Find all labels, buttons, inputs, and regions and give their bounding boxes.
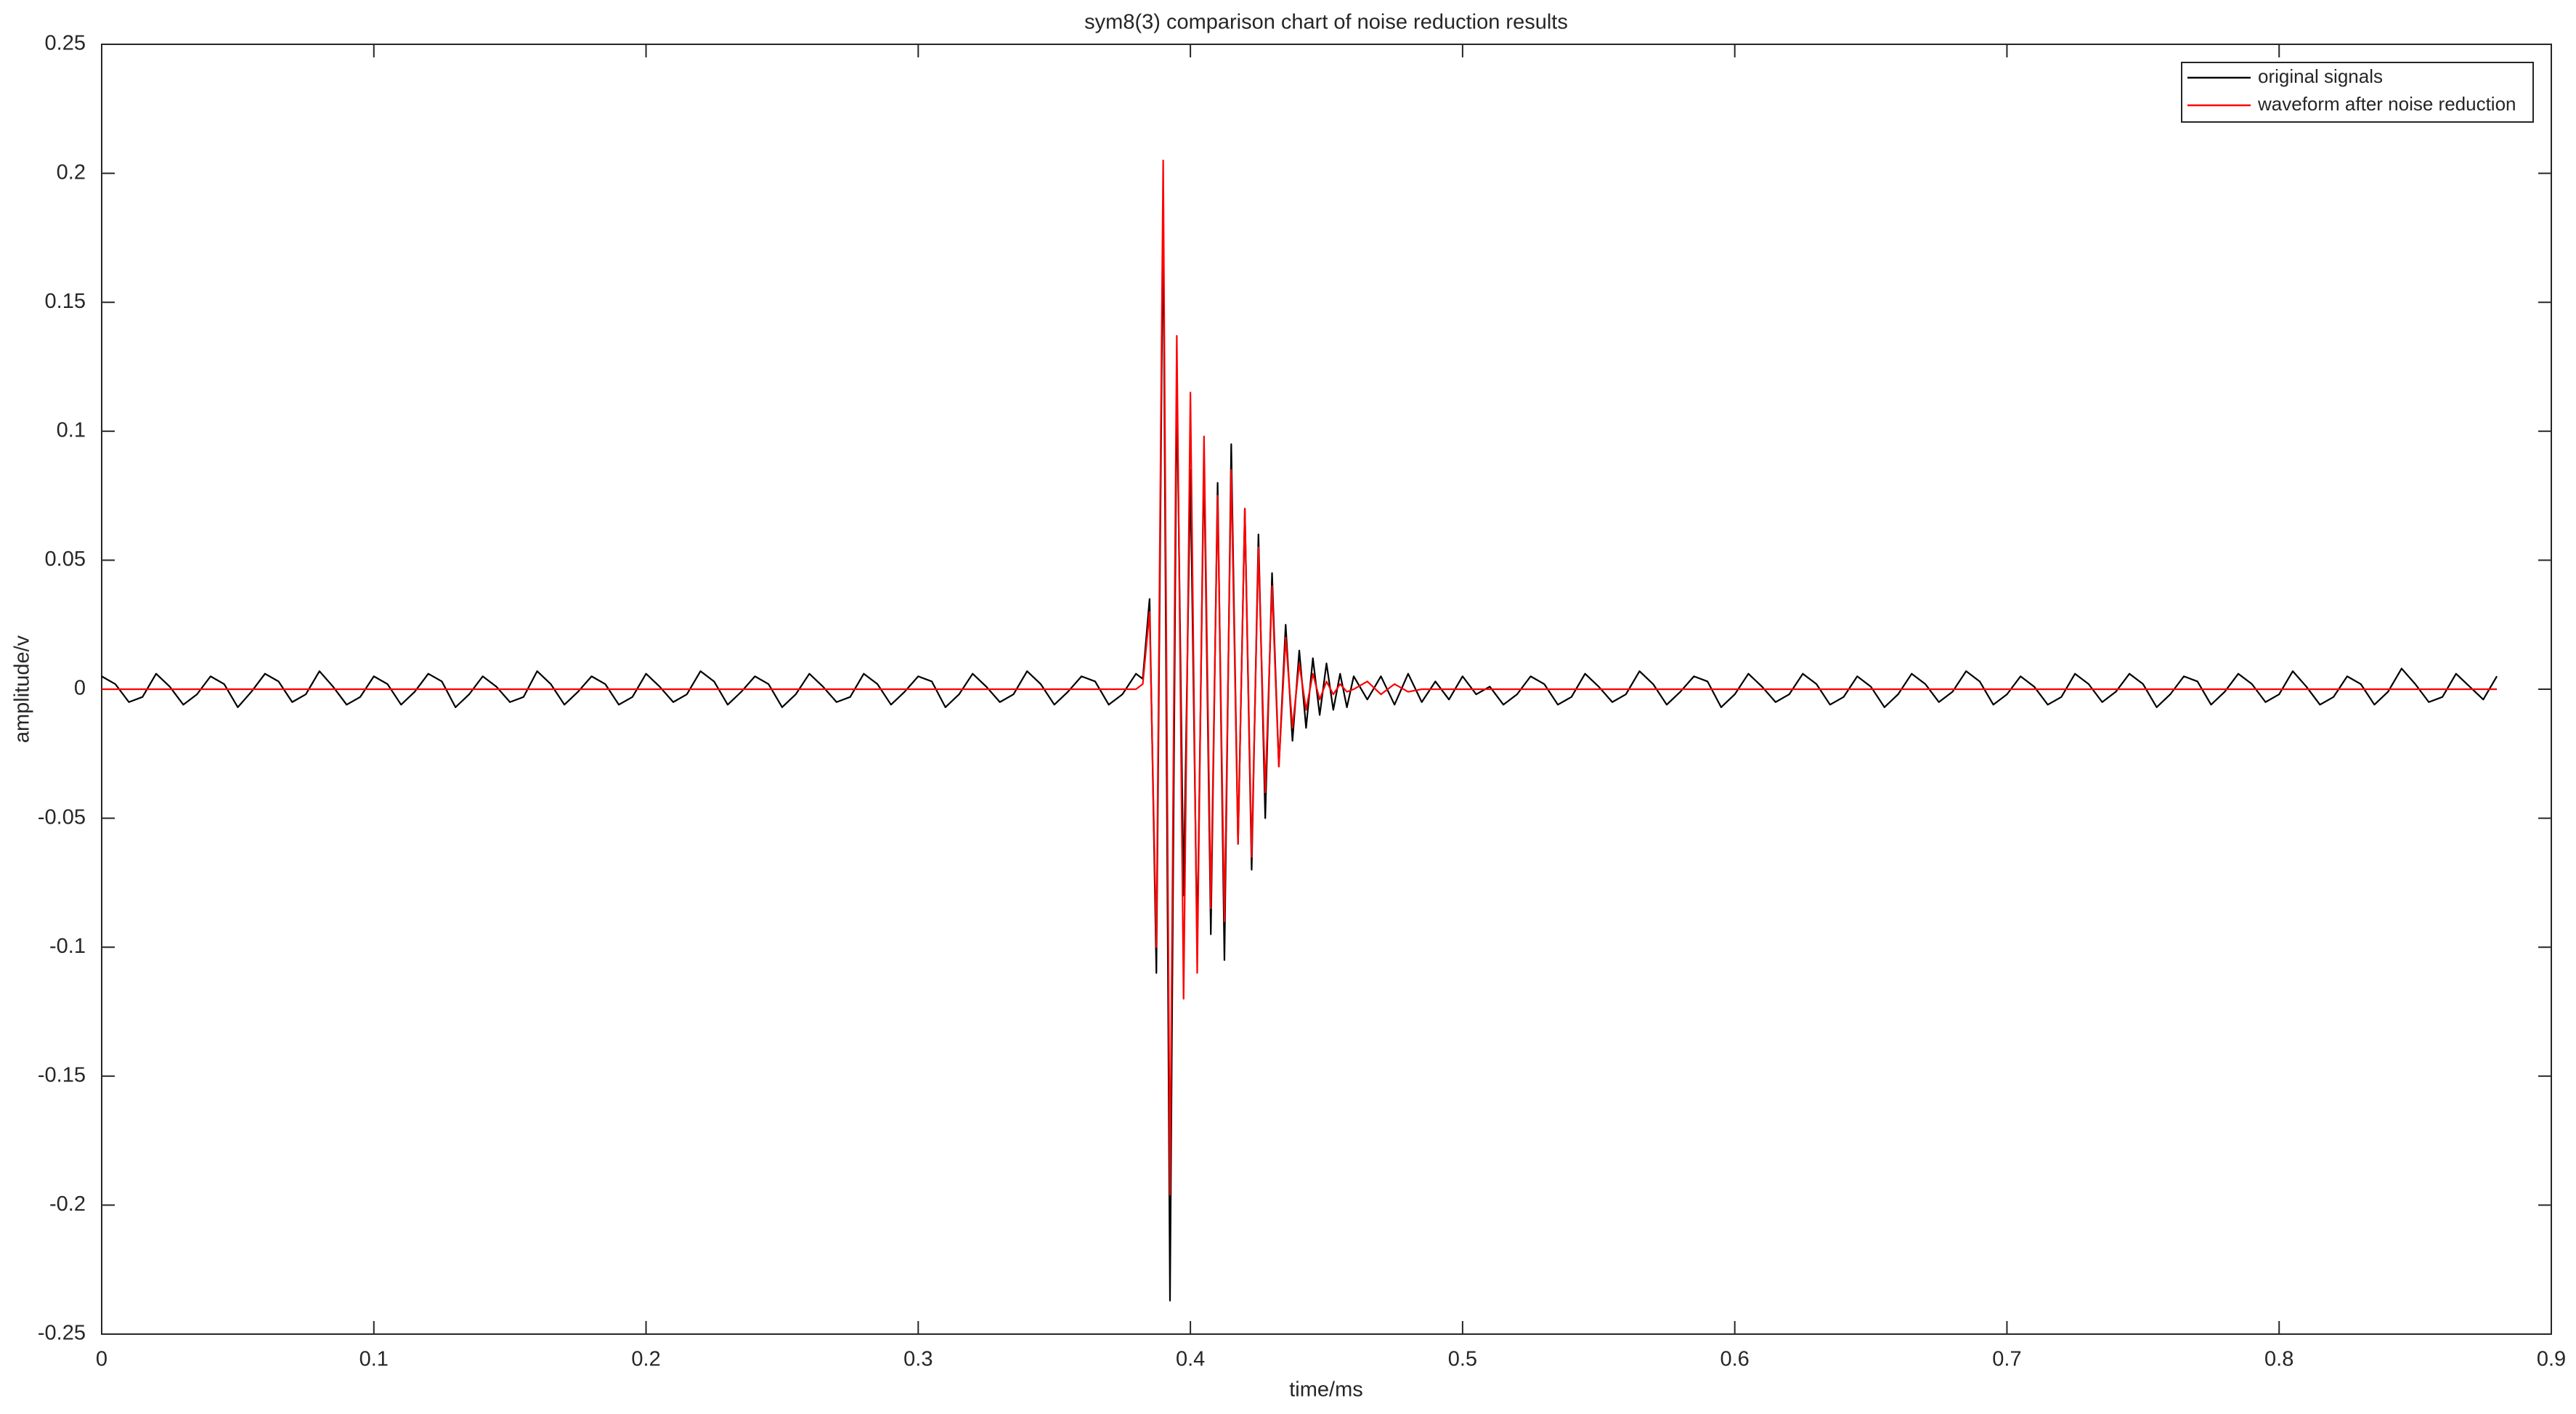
y-tick-label: 0 bbox=[74, 677, 86, 700]
x-tick-label: 0 bbox=[96, 1348, 107, 1371]
x-tick-label: 0.4 bbox=[1176, 1348, 1205, 1371]
x-tick-label: 0.1 bbox=[359, 1348, 389, 1371]
y-tick-label: 0.25 bbox=[45, 32, 86, 55]
y-tick-label: -0.2 bbox=[49, 1192, 86, 1216]
x-tick-label: 0.6 bbox=[1720, 1348, 1750, 1371]
y-tick-label: -0.25 bbox=[38, 1322, 86, 1345]
y-tick-label: 0.15 bbox=[45, 290, 86, 313]
x-tick-label: 0.8 bbox=[2264, 1348, 2293, 1371]
x-tick-label: 0.9 bbox=[2537, 1348, 2566, 1371]
series-line bbox=[102, 159, 2498, 1196]
x-tick-label: 0.2 bbox=[631, 1348, 660, 1371]
y-tick-label: -0.05 bbox=[38, 805, 86, 829]
x-axis-label: time/ms bbox=[1289, 1378, 1363, 1402]
x-tick-label: 0.5 bbox=[1448, 1348, 1477, 1371]
legend-label: waveform after noise reduction bbox=[2257, 93, 2516, 115]
series-line bbox=[101, 206, 2498, 1301]
y-tick-label: 0.1 bbox=[57, 418, 86, 442]
x-tick-label: 0.7 bbox=[1992, 1348, 2021, 1371]
chart-title: sym8(3) comparison chart of noise reduct… bbox=[1084, 11, 1568, 34]
y-tick-label: 0.2 bbox=[57, 161, 86, 184]
y-axis-label: amplitude/v bbox=[11, 635, 34, 743]
y-tick-label: -0.15 bbox=[38, 1063, 86, 1086]
x-tick-label: 0.3 bbox=[903, 1348, 933, 1371]
y-tick-label: -0.1 bbox=[49, 935, 86, 958]
y-tick-label: 0.05 bbox=[45, 548, 86, 571]
legend-box bbox=[2181, 62, 2534, 123]
legend-label: original signals bbox=[2258, 65, 2383, 87]
